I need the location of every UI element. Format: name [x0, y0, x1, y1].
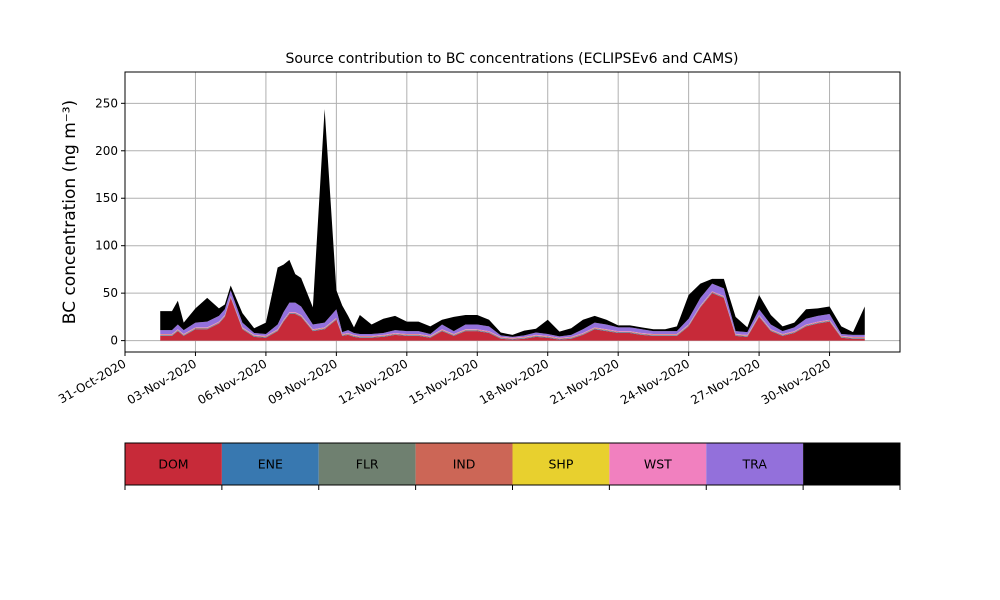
- legend-label-bb: BB: [843, 457, 860, 472]
- legend-swatch-shp: [512, 443, 610, 485]
- legend-label-wst: WST: [644, 457, 672, 472]
- y-tick-label: 150: [95, 191, 118, 205]
- legend-label-dom: DOM: [158, 457, 188, 472]
- stacked-areas: [160, 109, 865, 341]
- legend-swatch-bb: [803, 443, 900, 485]
- y-tick-label: 0: [110, 334, 118, 348]
- plot-frame: [124, 71, 901, 353]
- legend-swatch-tra: [706, 443, 804, 485]
- legend-label-ind: IND: [453, 457, 476, 472]
- y-tick-label: 250: [95, 96, 118, 110]
- legend-swatch-dom: [125, 443, 222, 485]
- y-tick-label: 200: [95, 144, 118, 158]
- legend-label-shp: SHP: [549, 457, 574, 472]
- legend-label-flr: FLR: [356, 457, 379, 472]
- y-axis-ticks: 0 50 100 150 200 250: [95, 96, 125, 348]
- y-tick-label: 100: [95, 239, 118, 253]
- area-dom: [160, 293, 865, 341]
- y-axis-label: BC concentration (ng m⁻³): [60, 100, 80, 324]
- legend-swatch-flr: [318, 443, 416, 485]
- legend-label-ene: ENE: [258, 457, 283, 472]
- legend-colorbar: DOM ENE FLR IND SHP WST TRA BB: [124, 442, 901, 490]
- legend-label-tra: TRA: [742, 457, 768, 472]
- legend-swatch-ene: [221, 443, 319, 485]
- area-tra: [160, 283, 865, 338]
- chart-title: Source contribution to BC concentrations…: [285, 51, 738, 67]
- legend-frame: [124, 442, 901, 486]
- y-tick-label: 50: [103, 286, 118, 300]
- legend-swatch-wst: [609, 443, 707, 485]
- legend-swatch-ind: [415, 443, 513, 485]
